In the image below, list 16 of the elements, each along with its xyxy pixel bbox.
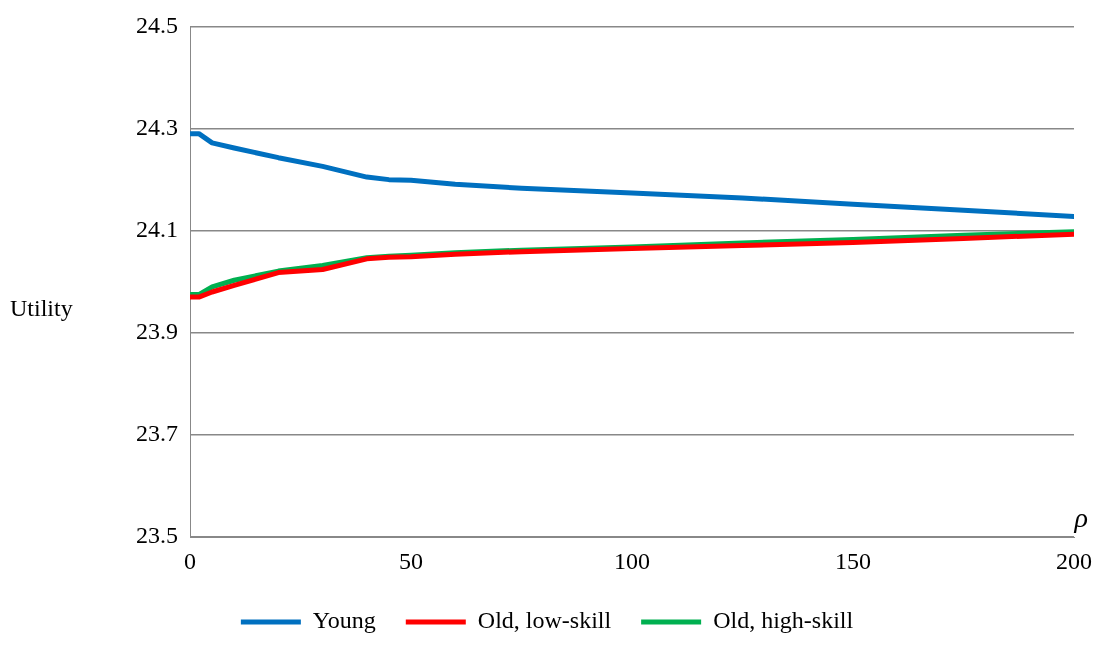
y-tick-label: 24.5 [136,11,178,38]
legend-label: Old, high-skill [713,607,854,634]
y-axis-title: Utility [10,295,73,322]
legend-label: Young [312,607,376,634]
y-tick-label: 23.5 [136,522,178,549]
y-tick-label: 23.9 [136,318,178,345]
x-tick-label: 200 [1056,547,1092,574]
x-tick-label: 150 [835,547,871,574]
x-tick-label: 100 [614,547,650,574]
x-axis-title: ρ [1073,501,1088,533]
y-tick-label: 23.7 [136,420,178,447]
y-tick-label: 24.1 [136,216,178,243]
x-tick-label: 0 [184,547,196,574]
legend-label: Old, low-skill [477,607,612,634]
y-tick-label: 24.3 [136,113,178,140]
x-tick-label: 50 [399,547,423,574]
